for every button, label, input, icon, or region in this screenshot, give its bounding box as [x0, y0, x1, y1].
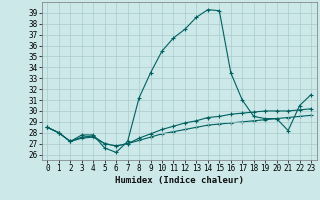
X-axis label: Humidex (Indice chaleur): Humidex (Indice chaleur) — [115, 176, 244, 185]
